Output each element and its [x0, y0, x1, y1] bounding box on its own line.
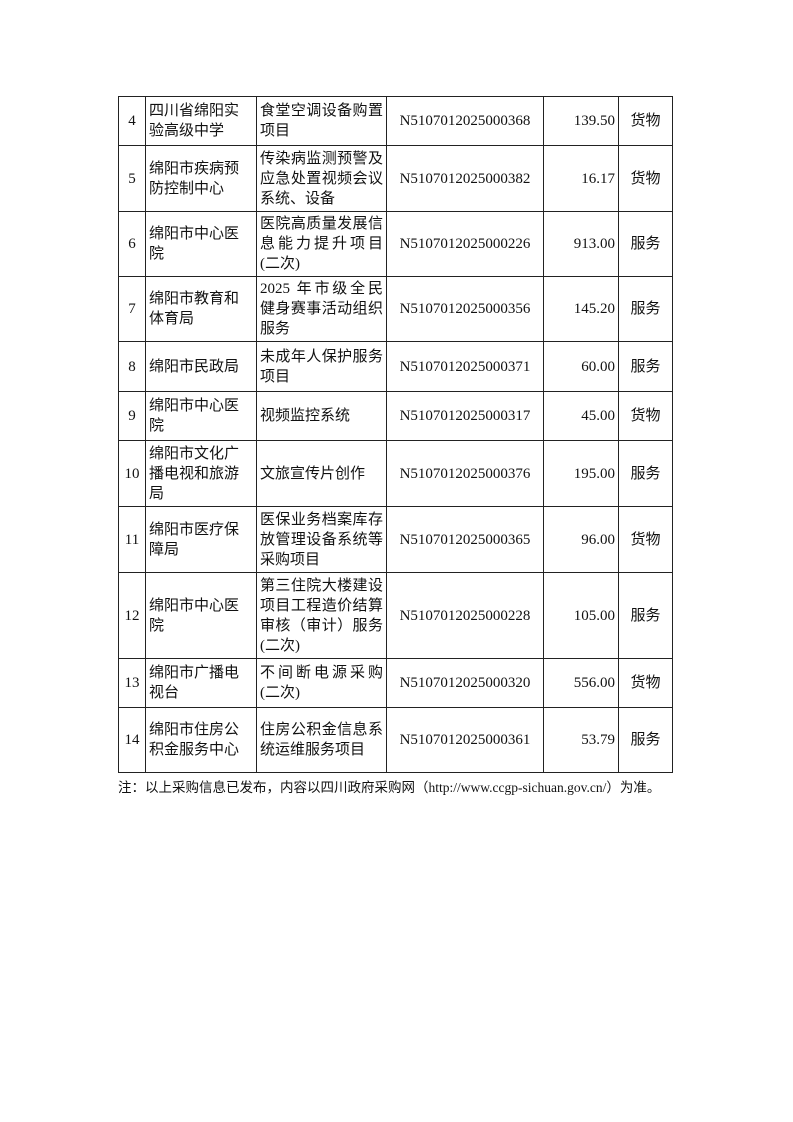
cell-no: 5 — [118, 145, 146, 212]
cell-type: 货物 — [618, 658, 673, 708]
cell-no: 10 — [118, 440, 146, 507]
cell-unit: 绵阳市中心医院 — [145, 572, 257, 659]
cell-type: 货物 — [618, 145, 673, 212]
cell-amount: 45.00 — [543, 391, 619, 441]
cell-unit: 绵阳市住房公积金服务中心 — [145, 707, 257, 773]
footnote: 注：以上采购信息已发布，内容以四川政府采购网（http://www.ccgp-s… — [118, 780, 661, 795]
cell-project: 住房公积金信息系统运维服务项目 — [256, 707, 387, 773]
cell-unit: 绵阳市疾病预防控制中心 — [145, 145, 257, 212]
cell-type: 服务 — [618, 211, 673, 277]
cell-type: 货物 — [618, 391, 673, 441]
cell-no: 8 — [118, 341, 146, 392]
cell-amount: 139.50 — [543, 96, 619, 146]
cell-project: 第三住院大楼建设项目工程造价结算审核（审计）服务(二次) — [256, 572, 387, 659]
cell-unit: 绵阳市广播电视台 — [145, 658, 257, 708]
cell-project: 医院高质量发展信息能力提升项目(二次) — [256, 211, 387, 277]
cell-unit: 绵阳市医疗保障局 — [145, 506, 257, 573]
cell-code: N5107012025000228 — [386, 572, 544, 659]
cell-code: N5107012025000382 — [386, 145, 544, 212]
table-row: 13 绵阳市广播电视台 不间断电源采购(二次) N5107012025000320 55… — [118, 658, 673, 708]
cell-no: 12 — [118, 572, 146, 659]
cell-no: 11 — [118, 506, 146, 573]
cell-amount: 556.00 — [543, 658, 619, 708]
cell-amount: 105.00 — [543, 572, 619, 659]
cell-code: N5107012025000368 — [386, 96, 544, 146]
cell-project: 医保业务档案库存放管理设备系统等采购项目 — [256, 506, 387, 573]
cell-type: 服务 — [618, 341, 673, 392]
cell-project: 2025 年市级全民健身赛事活动组织服务 — [256, 276, 387, 342]
cell-no: 14 — [118, 707, 146, 773]
cell-project: 不间断电源采购(二次) — [256, 658, 387, 708]
cell-code: N5107012025000365 — [386, 506, 544, 573]
procurement-table: 4 四川省绵阳实验高级中学 食堂空调设备购置项目 N5107012025000368 1… — [118, 96, 673, 773]
cell-project: 食堂空调设备购置项目 — [256, 96, 387, 146]
cell-amount: 96.00 — [543, 506, 619, 573]
cell-unit: 绵阳市文化广播电视和旅游局 — [145, 440, 257, 507]
cell-amount: 145.20 — [543, 276, 619, 342]
cell-project: 传染病监测预警及应急处置视频会议系统、设备 — [256, 145, 387, 212]
cell-type: 货物 — [618, 96, 673, 146]
cell-unit: 绵阳市教育和体育局 — [145, 276, 257, 342]
cell-code: N5107012025000356 — [386, 276, 544, 342]
cell-unit: 绵阳市民政局 — [145, 341, 257, 392]
cell-code: N5107012025000376 — [386, 440, 544, 507]
cell-type: 服务 — [618, 572, 673, 659]
cell-type: 服务 — [618, 276, 673, 342]
cell-unit: 绵阳市中心医院 — [145, 391, 257, 441]
table-row: 14 绵阳市住房公积金服务中心 住房公积金信息系统运维服务项目 N5107012025… — [118, 707, 673, 773]
table-row: 6 绵阳市中心医院 医院高质量发展信息能力提升项目(二次) N510701202500… — [118, 211, 673, 277]
cell-code: N5107012025000226 — [386, 211, 544, 277]
cell-code: N5107012025000317 — [386, 391, 544, 441]
cell-type: 服务 — [618, 440, 673, 507]
cell-project: 文旅宣传片创作 — [256, 440, 387, 507]
cell-type: 货物 — [618, 506, 673, 573]
cell-code: N5107012025000371 — [386, 341, 544, 392]
table-row: 4 四川省绵阳实验高级中学 食堂空调设备购置项目 N5107012025000368 1… — [118, 96, 673, 146]
cell-amount: 195.00 — [543, 440, 619, 507]
cell-code: N5107012025000361 — [386, 707, 544, 773]
cell-no: 7 — [118, 276, 146, 342]
cell-amount: 913.00 — [543, 211, 619, 277]
cell-unit: 绵阳市中心医院 — [145, 211, 257, 277]
cell-amount: 53.79 — [543, 707, 619, 773]
cell-project: 未成年人保护服务项目 — [256, 341, 387, 392]
cell-unit: 四川省绵阳实验高级中学 — [145, 96, 257, 146]
cell-code: N5107012025000320 — [386, 658, 544, 708]
cell-type: 服务 — [618, 707, 673, 773]
table-row: 11 绵阳市医疗保障局 医保业务档案库存放管理设备系统等采购项目 N510701202… — [118, 506, 673, 573]
table-row: 5 绵阳市疾病预防控制中心 传染病监测预警及应急处置视频会议系统、设备 N510701… — [118, 145, 673, 212]
cell-amount: 60.00 — [543, 341, 619, 392]
table-row: 10 绵阳市文化广播电视和旅游局 文旅宣传片创作 N5107012025000376 1… — [118, 440, 673, 507]
cell-no: 6 — [118, 211, 146, 277]
cell-amount: 16.17 — [543, 145, 619, 212]
table-row: 12 绵阳市中心医院 第三住院大楼建设项目工程造价结算审核（审计）服务(二次) N51… — [118, 572, 673, 659]
cell-no: 4 — [118, 96, 146, 146]
table-row: 9 绵阳市中心医院 视频监控系统 N5107012025000317 45.00 货物 — [118, 391, 673, 441]
table-row: 8 绵阳市民政局 未成年人保护服务项目 N5107012025000371 60.00 服… — [118, 341, 673, 392]
table-row: 7 绵阳市教育和体育局 2025 年市级全民健身赛事活动组织服务 N510701202… — [118, 276, 673, 342]
cell-no: 9 — [118, 391, 146, 441]
cell-no: 13 — [118, 658, 146, 708]
cell-project: 视频监控系统 — [256, 391, 387, 441]
